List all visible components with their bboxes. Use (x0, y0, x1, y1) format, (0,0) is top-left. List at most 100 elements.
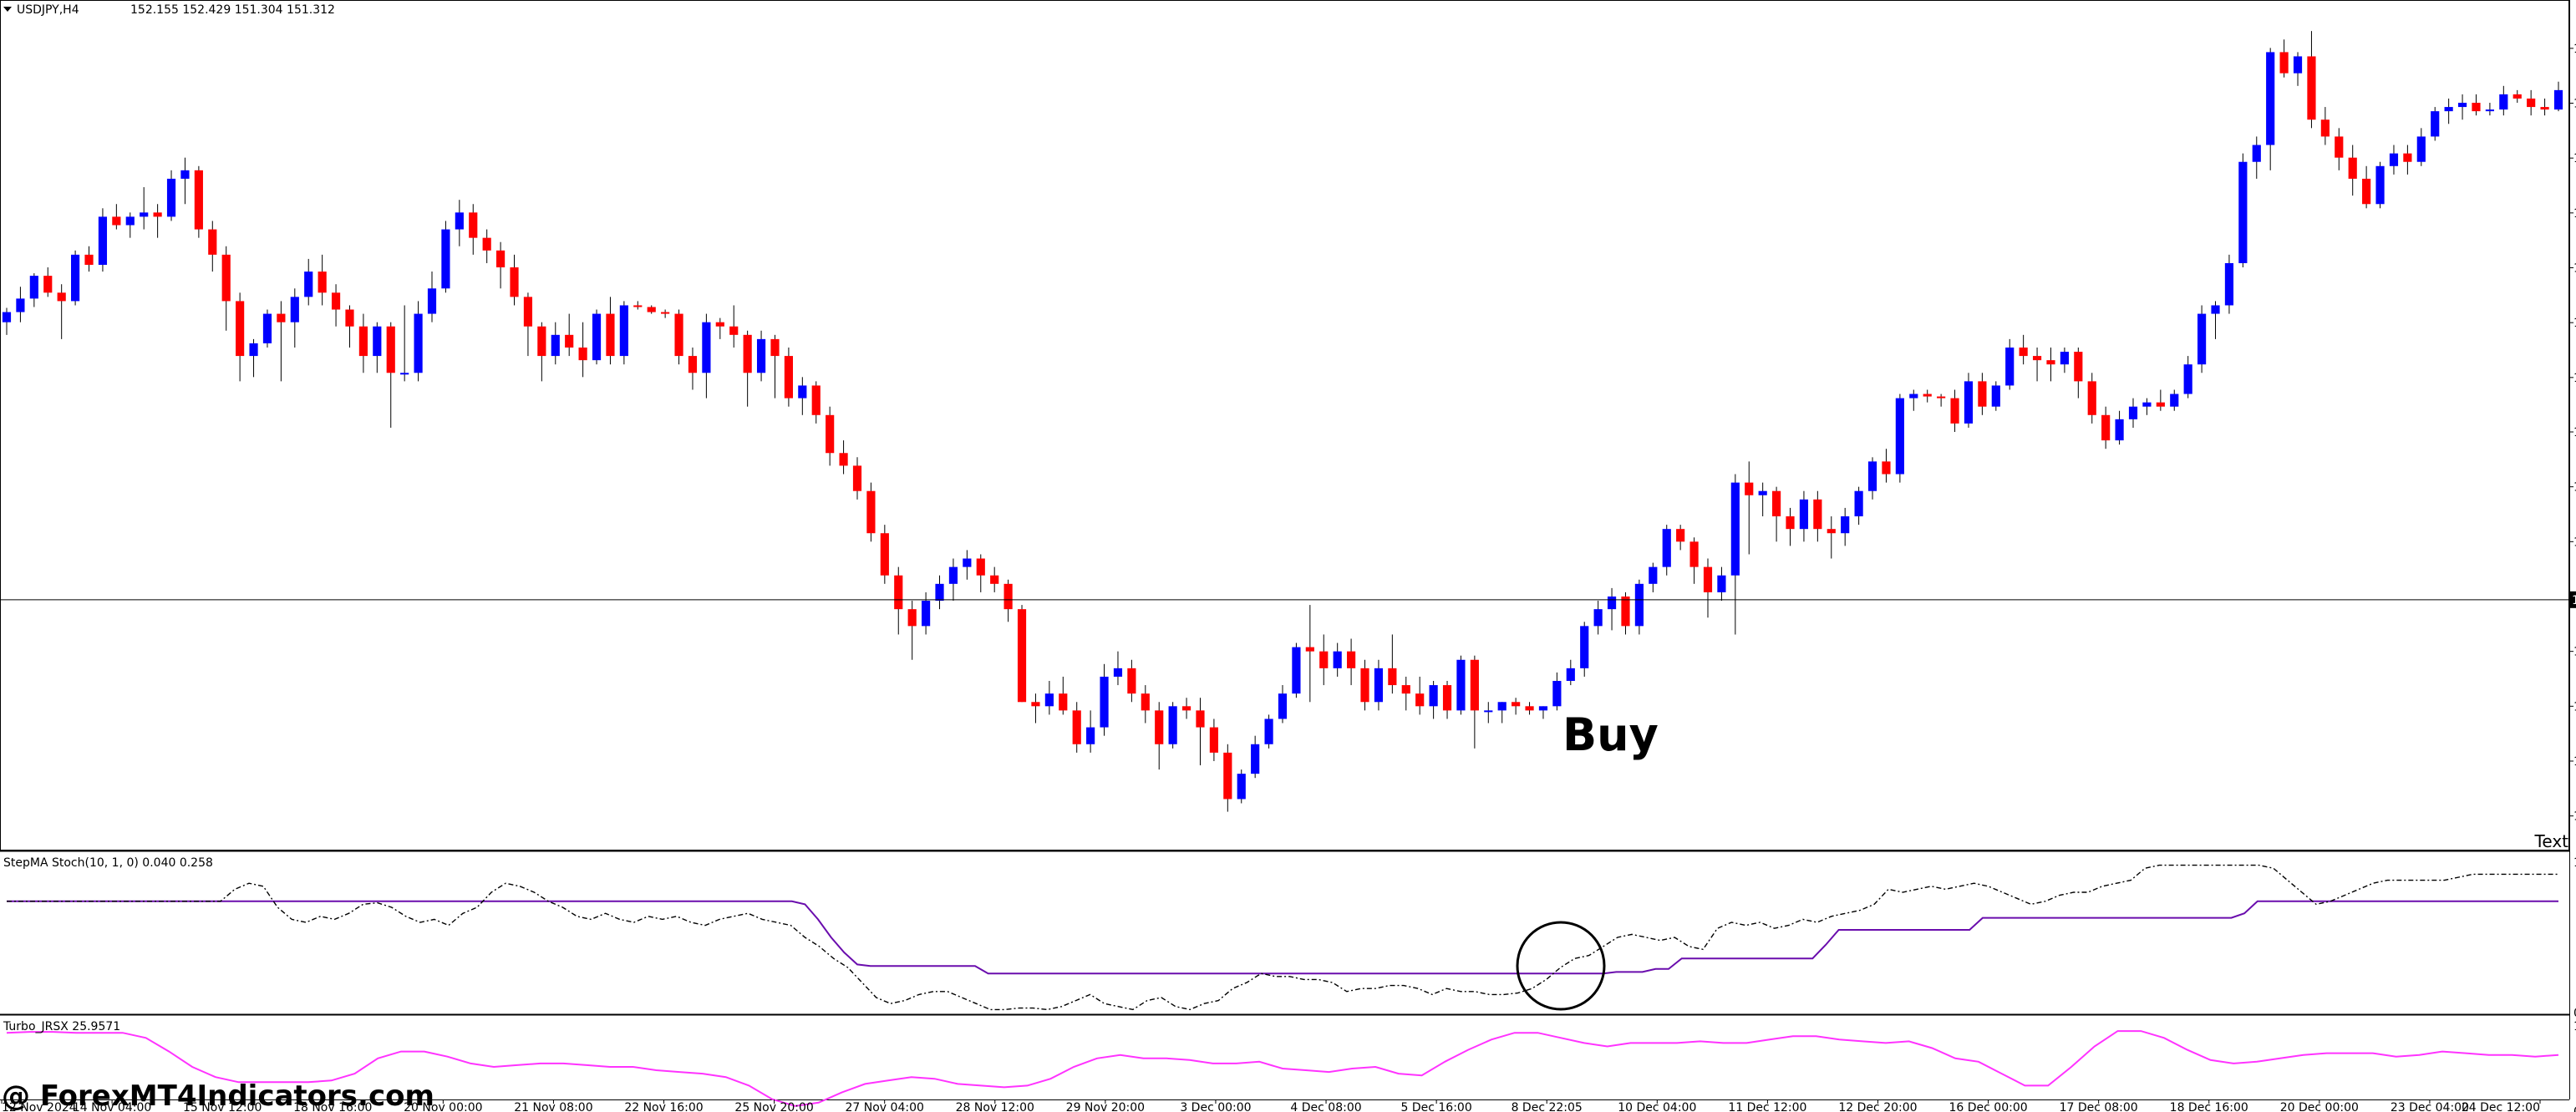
bear-candle (1703, 566, 1713, 592)
bull-candle (1854, 490, 1863, 517)
time-tick-label: 23 Dec 04:00 (2391, 1101, 2469, 1112)
bear-candle (1031, 702, 1040, 707)
bull-candle (2252, 145, 2261, 162)
bull-candle (1580, 626, 1589, 668)
bear-candle (2320, 119, 2330, 137)
bull-candle (922, 601, 931, 627)
bear-candle (1127, 668, 1136, 694)
bull-candle (1717, 575, 1726, 592)
bear-candle (839, 453, 848, 466)
bear-candle (2403, 153, 2412, 162)
bear-candle (647, 307, 656, 312)
bull-candle (2224, 262, 2234, 306)
time-tick-label: 5 Dec 16:00 (1401, 1101, 1472, 1112)
bear-candle (57, 292, 66, 302)
bear-candle (784, 356, 793, 399)
bear-candle (1512, 702, 1521, 707)
bull-candle (1909, 394, 1918, 399)
bull-candle (1456, 659, 1466, 711)
time-tick-label: 17 Dec 08:00 (2060, 1101, 2138, 1112)
time-tick-label: 10 Dec 04:00 (1618, 1101, 1696, 1112)
bull-candle (2293, 56, 2303, 74)
bull-candle (1867, 461, 1877, 491)
bear-candle (1415, 693, 1425, 707)
bear-candle (358, 326, 368, 357)
bull-candle (2431, 111, 2440, 137)
bull-candle (2005, 347, 2015, 386)
bear-candle (2032, 356, 2042, 361)
time-tick-label: 3 Dec 00:00 (1180, 1101, 1251, 1112)
bull-candle (2389, 153, 2399, 166)
bear-candle (1003, 583, 1013, 610)
bull-candle (1333, 651, 1342, 668)
text-object-label[interactable]: Text (2534, 831, 2569, 851)
price-tick-label: 150.700 (2573, 646, 2576, 659)
bull-candle (798, 385, 807, 399)
symbol-label: USDJPY,H4 (17, 3, 79, 17)
bear-candle (811, 385, 821, 415)
bear-candle (894, 575, 903, 610)
time-tick-label: 14 Nov 04:00 (73, 1101, 151, 1112)
bear-candle (826, 414, 835, 454)
bull-candle (1044, 693, 1054, 707)
bear-candle (674, 313, 683, 357)
bull-candle (619, 305, 628, 357)
bear-candle (1772, 490, 1781, 517)
bear-candle (578, 347, 587, 361)
bull-candle (2485, 109, 2494, 112)
stoch-signal-line (7, 900, 2558, 975)
stoch-label: StepMA Stoch(10, 1, 0) 0.040 0.258 (3, 856, 213, 870)
bear-candle (208, 229, 217, 255)
bull-candle (2444, 107, 2453, 112)
bear-candle (1360, 668, 1369, 703)
bull-candle (304, 272, 313, 297)
bull-candle (455, 212, 464, 230)
price-axis: 157.845 157.195 156.545 155.895 155.245 154.5… (2569, 43, 2576, 824)
bull-candle (702, 322, 711, 373)
time-tick-label: 20 Dec 00:00 (2280, 1101, 2359, 1112)
price-tick-label: 157.195 (2573, 98, 2576, 111)
bull-candle (1841, 516, 1850, 534)
time-tick-label: 12 Dec 20:00 (1838, 1101, 1917, 1112)
bear-candle (1950, 398, 1959, 424)
bull-candle (1278, 693, 1288, 719)
bull-candle (140, 212, 149, 217)
bear-candle (2527, 98, 2536, 108)
bear-candle (331, 292, 341, 310)
bull-candle (2211, 305, 2220, 314)
bear-candle (1470, 659, 1479, 711)
turbo-tick-label: 100 (2573, 1020, 2576, 1033)
bull-candle (2128, 406, 2138, 419)
bear-candle (2279, 52, 2289, 74)
bear-candle (2540, 107, 2549, 110)
signal-circle-marker[interactable] (1516, 921, 1606, 1011)
bull-candle (2457, 103, 2467, 108)
bull-candle (125, 216, 135, 226)
bear-candle (1209, 727, 1218, 753)
bear-candle (1155, 710, 1164, 744)
bull-candle (1593, 609, 1603, 627)
time-tick-label: 8 Dec 22:05 (1512, 1101, 1583, 1112)
bull-candle (249, 343, 258, 357)
bull-candle (262, 313, 272, 343)
bear-candle (43, 276, 53, 293)
buy-label[interactable]: Buy (1562, 708, 1659, 761)
time-tick-label: 29 Nov 20:00 (1066, 1101, 1145, 1112)
price-tick-label: 149.400 (2573, 755, 2576, 769)
bull-candle (414, 313, 423, 373)
bear-candle (565, 334, 574, 348)
bull-candle (166, 178, 176, 217)
time-tick-label: 22 Nov 16:00 (624, 1101, 703, 1112)
bull-candle (71, 254, 80, 302)
bull-candle (1429, 685, 1438, 707)
bear-candle (153, 212, 162, 217)
bull-candle (592, 313, 602, 361)
bear-candle (1813, 499, 1822, 530)
stoch-tick-label: 0 (2573, 1007, 2576, 1020)
bull-candle (2142, 402, 2152, 407)
bear-candle (866, 490, 876, 534)
bear-candle (2074, 352, 2083, 382)
collapse-triangle-icon[interactable] (3, 7, 12, 12)
bear-candle (770, 338, 780, 357)
